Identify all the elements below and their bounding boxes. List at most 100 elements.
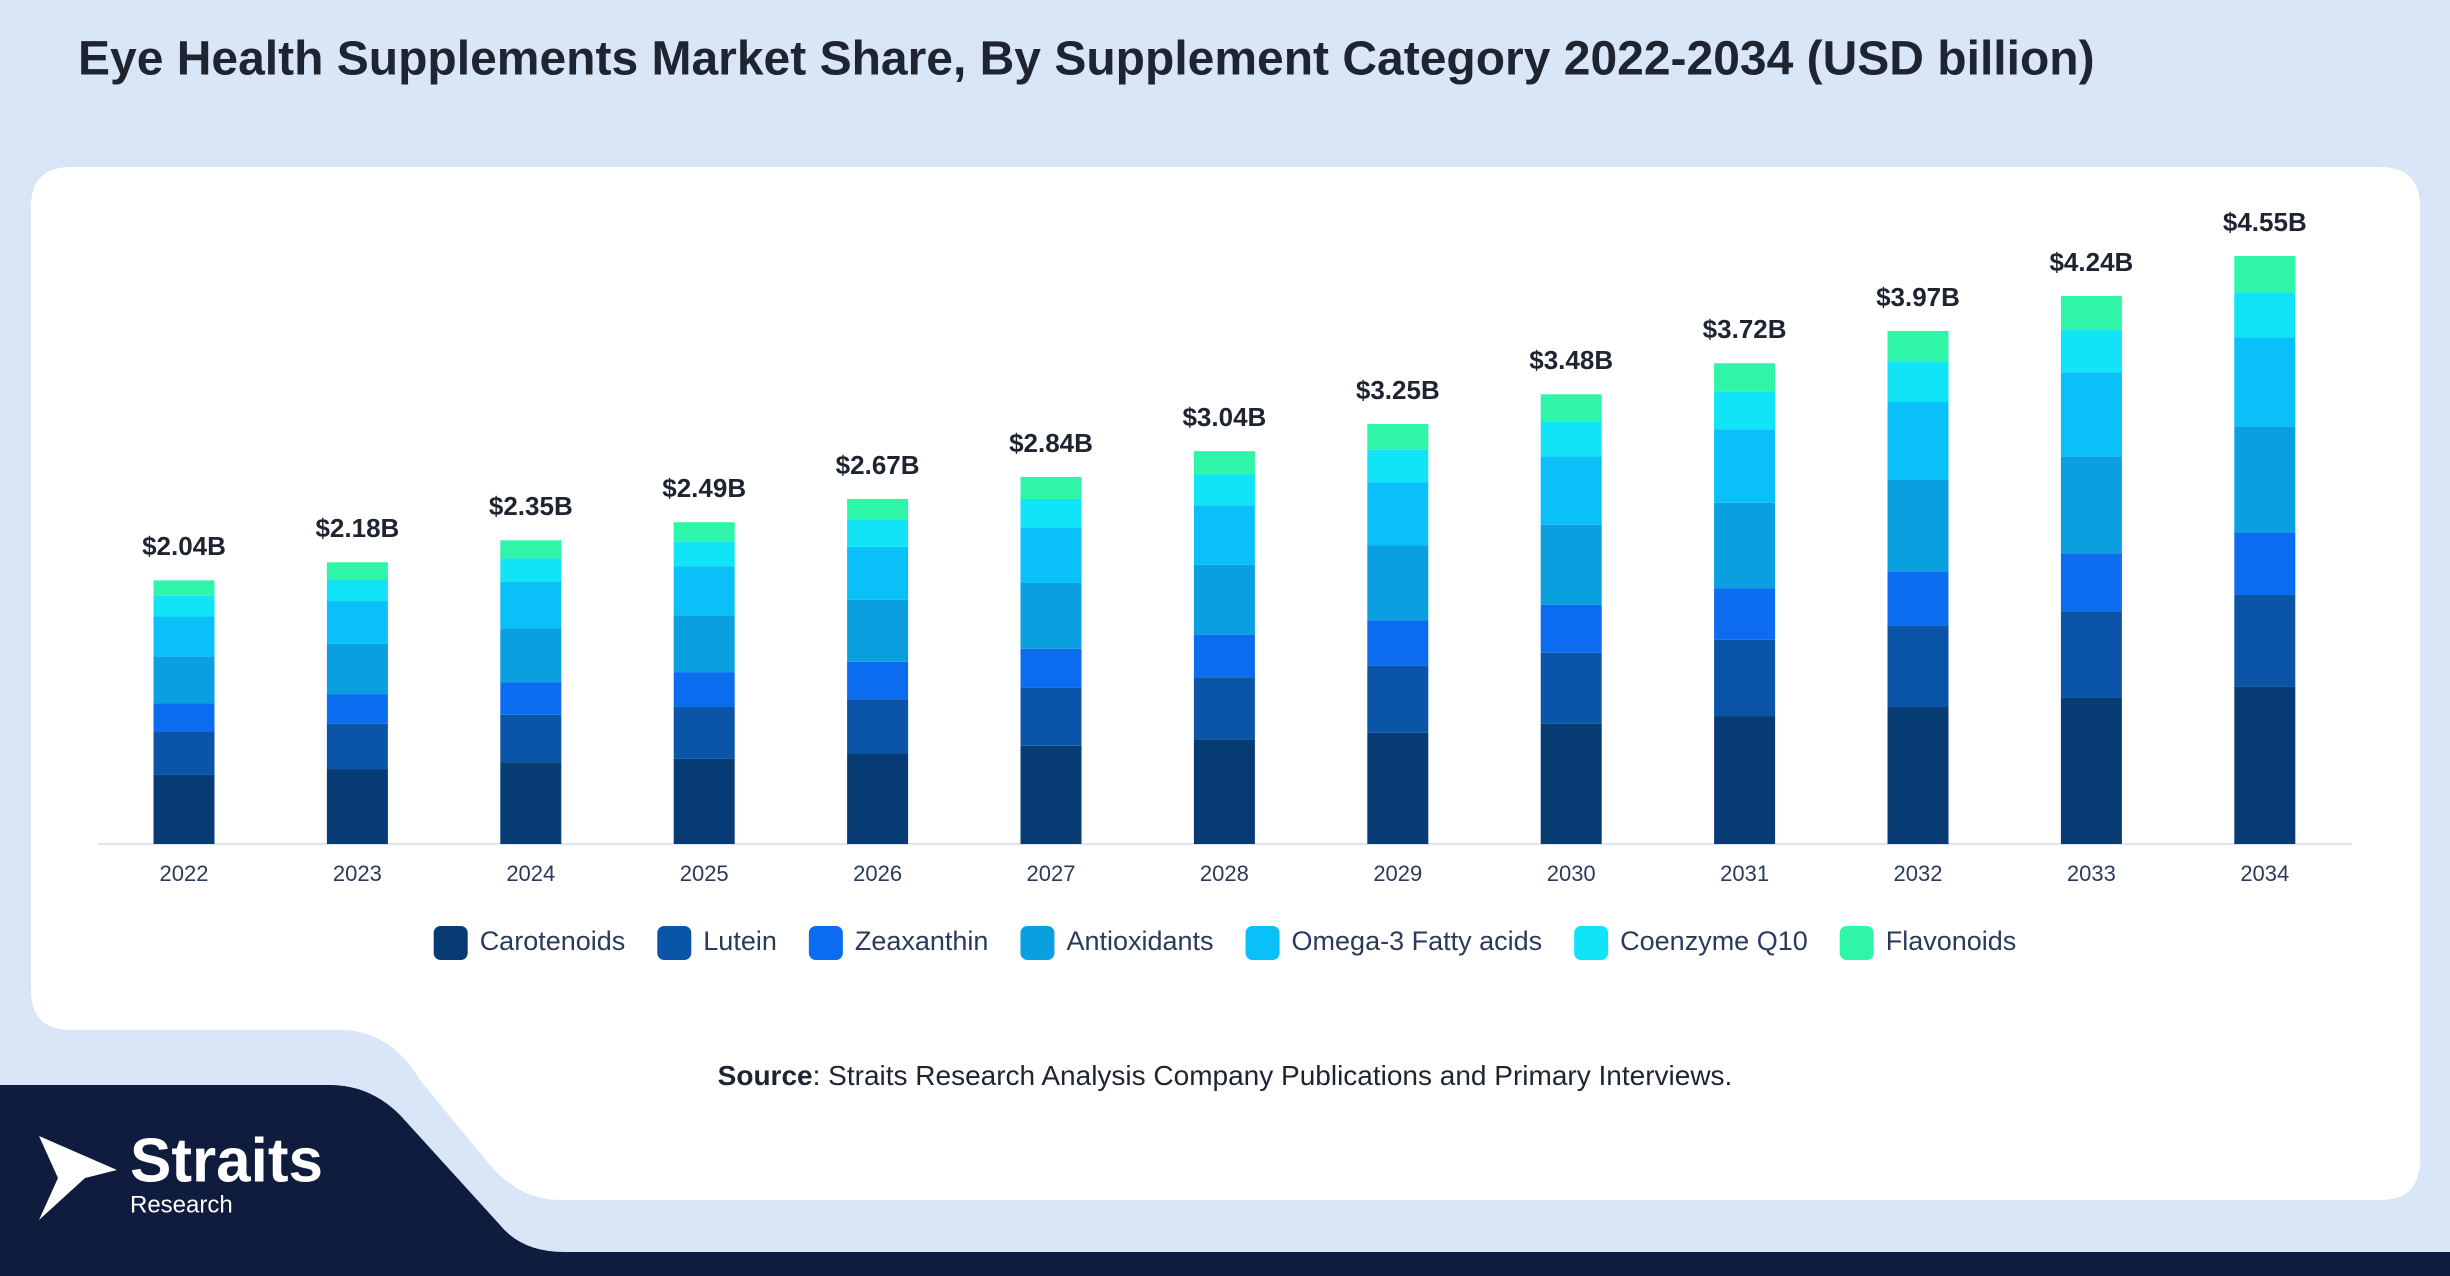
source-text: : Straits Research Analysis Company Publ…	[813, 1060, 1733, 1091]
bar-segment	[2234, 337, 2296, 427]
logo-name: Straits	[130, 1126, 323, 1195]
bar-segment	[1193, 564, 1255, 635]
bar-segment	[1887, 402, 1949, 480]
logo-icon	[39, 1136, 117, 1220]
bar-segment	[326, 694, 388, 724]
bar-segment	[1540, 604, 1602, 653]
bar-segment	[847, 599, 909, 662]
bar-segment	[1714, 716, 1776, 844]
bar-segment	[326, 643, 388, 695]
legend-swatch	[657, 926, 692, 960]
bar-segment	[2060, 296, 2122, 330]
total-label: $2.49B	[662, 473, 746, 503]
bar-segment	[1714, 639, 1776, 717]
total-label: $4.55B	[2223, 207, 2307, 237]
bar-segment	[673, 566, 735, 616]
source-label: Source	[718, 1060, 813, 1091]
bar-segment	[1887, 571, 1949, 626]
bar-segment	[847, 699, 909, 754]
bar-segment	[2234, 256, 2296, 293]
bar-segment	[1714, 588, 1776, 640]
chart-title: Eye Health Supplements Market Share, By …	[78, 33, 2095, 86]
bar-segment	[1193, 474, 1255, 506]
bar-segment	[500, 581, 562, 629]
total-label: $3.72B	[1703, 314, 1787, 344]
total-label: $2.84B	[1009, 428, 1093, 458]
bar-segment	[500, 558, 562, 582]
bar-segment	[153, 595, 215, 617]
x-tick-label: 2031	[1720, 861, 1769, 886]
bar-segment	[2060, 553, 2122, 612]
legend-swatch	[1574, 926, 1609, 960]
bar-segment	[673, 758, 735, 844]
total-label: $2.04B	[142, 531, 226, 561]
bar-segment	[1540, 421, 1602, 457]
bar-segment	[2234, 594, 2296, 687]
total-label: $3.48B	[1529, 345, 1613, 375]
bar-segment	[1020, 476, 1082, 499]
bar-segment	[1020, 498, 1082, 528]
legend-label: Zeaxanthin	[855, 926, 989, 956]
legend-swatch	[1020, 926, 1055, 960]
x-tick-label: 2033	[2067, 861, 2116, 886]
bar-segment	[847, 546, 909, 600]
bar-segment	[1020, 687, 1082, 746]
legend-swatch	[1839, 926, 1874, 960]
x-tick-label: 2022	[160, 861, 209, 886]
bar-segment	[1367, 545, 1429, 621]
bar-segment	[673, 522, 735, 542]
bar-segment	[1714, 391, 1776, 430]
bar-segment	[673, 707, 735, 759]
footer-band	[0, 1085, 2450, 1276]
bar-segment	[1540, 723, 1602, 844]
x-tick-label: 2026	[853, 861, 902, 886]
bar-segment	[1887, 330, 1949, 362]
bar-segment	[673, 672, 735, 708]
bar-segment	[1193, 634, 1255, 678]
legend-label: Flavonoids	[1886, 926, 2017, 956]
bar-segment	[847, 519, 909, 547]
total-label: $3.25B	[1356, 375, 1440, 405]
bar-segment	[2234, 426, 2296, 533]
source: Source: Straits Research Analysis Compan…	[718, 1060, 1733, 1091]
bar-segment	[1887, 707, 1949, 844]
bar-segment	[2060, 456, 2122, 554]
bar-segment	[500, 540, 562, 559]
legend-label: Coenzyme Q10	[1620, 926, 1808, 956]
bar-segment	[153, 616, 215, 657]
bar-segment	[1714, 429, 1776, 503]
bar-segment	[326, 579, 388, 602]
bar-segment	[1020, 648, 1082, 688]
bar-segment	[1714, 502, 1776, 589]
total-label: $2.67B	[836, 450, 920, 480]
legend-label: Antioxidants	[1066, 926, 1213, 956]
bar-segment	[2234, 292, 2296, 338]
bar-segment	[326, 723, 388, 770]
bar-segment	[500, 762, 562, 844]
bar-segment	[2060, 372, 2122, 457]
bar-segment	[1193, 677, 1255, 740]
bar-segment	[2060, 611, 2122, 698]
bar-segment	[1193, 505, 1255, 565]
logo-subtitle: Research	[130, 1191, 233, 1218]
x-tick-label: 2032	[1894, 861, 1943, 886]
bar-segment	[1714, 363, 1776, 392]
total-label: $2.18B	[315, 513, 399, 543]
x-tick-label: 2023	[333, 861, 382, 886]
legend-label: Omega-3 Fatty acids	[1292, 926, 1543, 956]
bar-segment	[500, 628, 562, 683]
bar-segment	[847, 498, 909, 520]
bar-segment	[1020, 527, 1082, 583]
bar-segment	[326, 601, 388, 644]
bar-segment	[500, 682, 562, 715]
bar-segment	[1887, 361, 1949, 403]
bar-segment	[1887, 479, 1949, 572]
bar-segment	[1193, 739, 1255, 844]
bar-segment	[673, 615, 735, 673]
legend-label: Lutein	[703, 926, 777, 956]
bar-segment	[153, 774, 215, 844]
bar-segment	[1020, 582, 1082, 649]
bar-segment	[673, 541, 735, 567]
bar-segment	[1540, 394, 1602, 422]
